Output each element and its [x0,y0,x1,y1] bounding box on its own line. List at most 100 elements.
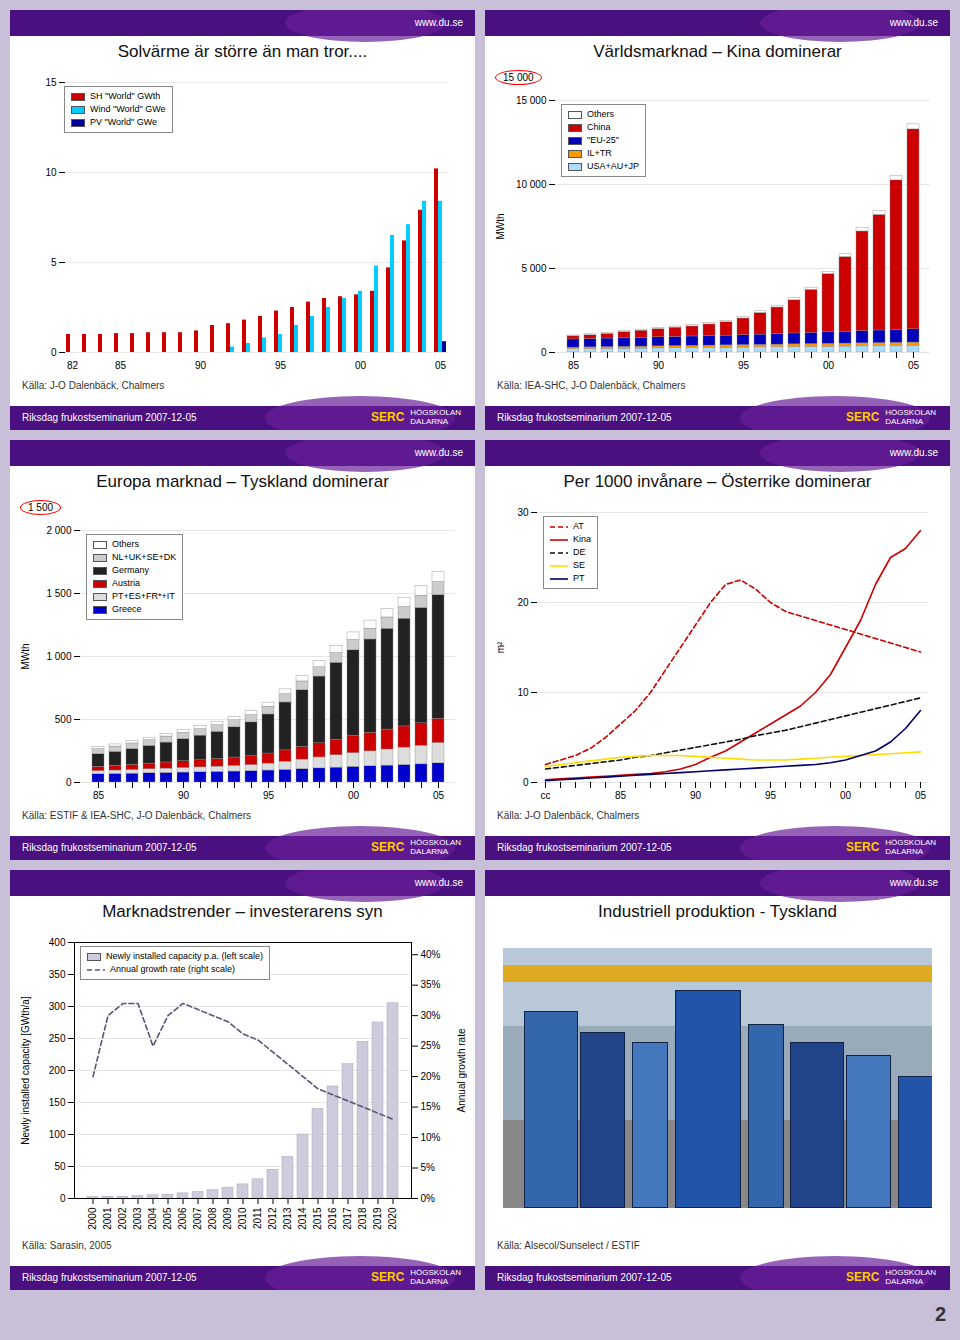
svg-text:Annual growth rate: Annual growth rate [456,1028,467,1112]
html-text:Riksdag frukostseminarium 2007: Riksdag frukostseminarium 2007-12-05 [22,412,197,423]
html-text:Solvärme är större än man tror: Solvärme är större än man tror.... [117,42,368,61]
svg-text:2002: 2002 [117,1207,128,1230]
svg-text:2010: 2010 [237,1207,248,1230]
html-text:2: 2 [934,1303,946,1325]
svg-text:1 000: 1 000 [46,651,71,662]
svg-text:85: 85 [93,790,105,801]
svg-text:cc: cc [541,790,551,801]
svg-text:95: 95 [738,360,750,371]
svg-text:30: 30 [517,507,529,518]
svg-text:90: 90 [653,360,665,371]
html-text:SERC: SERC [371,1270,405,1284]
svg-text:250: 250 [49,1033,66,1044]
svg-text:2006: 2006 [177,1207,188,1230]
html-text:SERC: SERC [371,410,405,424]
svg-text:2001: 2001 [102,1207,113,1230]
html-text:Per 1000 invånare – Österrike: Per 1000 invånare – Österrike dominerar [563,472,872,491]
svg-text:95: 95 [263,790,275,801]
svg-text:20%: 20% [421,1071,441,1082]
svg-text:5: 5 [51,257,57,268]
svg-text:82: 82 [67,360,79,371]
html-text:Världsmarknad – Kina dominerar: Världsmarknad – Kina dominerar [593,42,842,61]
svg-text:200: 200 [49,1065,66,1076]
svg-text:05: 05 [908,360,920,371]
html-text:www.du.se: www.du.se [889,17,938,28]
svg-text:10 000: 10 000 [516,179,547,190]
html-text:SERC: SERC [846,840,880,854]
html-text:www.du.se: www.du.se [414,17,463,28]
svg-text:2016: 2016 [327,1207,338,1230]
svg-text:95: 95 [275,360,287,371]
svg-text:00: 00 [823,360,835,371]
svg-text:2015: 2015 [312,1207,323,1230]
svg-text:15: 15 [45,77,57,88]
svg-text:150: 150 [49,1097,66,1108]
svg-text:Newly installed capacity [GWth: Newly installed capacity [GWth/a] [20,996,31,1145]
svg-text:25%: 25% [421,1040,441,1051]
svg-text:MWth: MWth [20,643,31,669]
svg-text:500: 500 [55,714,72,725]
svg-text:90: 90 [178,790,190,801]
svg-text:2017: 2017 [342,1207,353,1230]
svg-text:90: 90 [690,790,702,801]
svg-text:00: 00 [355,360,367,371]
svg-text:10: 10 [517,687,529,698]
svg-text:2011: 2011 [252,1207,263,1229]
svg-text:2 000: 2 000 [46,525,71,536]
svg-text:00: 00 [348,790,360,801]
svg-text:350: 350 [49,969,66,980]
svg-text:5%: 5% [421,1162,436,1173]
svg-text:35%: 35% [421,979,441,990]
svg-text:2020: 2020 [387,1207,398,1230]
svg-text:0: 0 [51,347,57,358]
html-text:SERC: SERC [846,410,880,424]
svg-text:1 500: 1 500 [46,588,71,599]
svg-text:MWth: MWth [495,213,506,239]
svg-text:300: 300 [49,1001,66,1012]
svg-text:0: 0 [523,777,529,788]
svg-text:40%: 40% [421,949,441,960]
svg-text:2012: 2012 [267,1207,278,1230]
svg-text:100: 100 [49,1129,66,1140]
html-text:Marknadstrender – investeraren: Marknadstrender – investerarens syn [102,902,383,921]
svg-text:2007: 2007 [192,1207,203,1230]
html-text:Industriell produktion - Tyskl: Industriell produktion - Tyskland [598,902,837,921]
svg-text:00: 00 [840,790,852,801]
html-text:Källa: J-O Dalenbäck, Chalmers: Källa: J-O Dalenbäck, Chalmers [22,380,165,391]
svg-text:m²: m² [495,641,506,653]
svg-text:2000: 2000 [87,1207,98,1230]
html-text:SERC: SERC [846,1270,880,1284]
svg-text:90: 90 [195,360,207,371]
svg-text:85: 85 [115,360,127,371]
html-text:SERC: SERC [371,840,405,854]
svg-text:2018: 2018 [357,1207,368,1230]
svg-text:2004: 2004 [147,1207,158,1230]
svg-text:2019: 2019 [372,1207,383,1230]
svg-text:0: 0 [66,777,72,788]
svg-text:05: 05 [435,360,447,371]
svg-text:0: 0 [541,347,547,358]
svg-text:2009: 2009 [222,1207,233,1230]
svg-text:20: 20 [517,597,529,608]
svg-text:15 000: 15 000 [516,95,547,106]
svg-text:05: 05 [915,790,927,801]
svg-text:85: 85 [568,360,580,371]
svg-text:15%: 15% [421,1101,441,1112]
svg-text:2014: 2014 [297,1207,308,1230]
svg-text:2003: 2003 [132,1207,143,1230]
svg-text:50: 50 [54,1161,66,1172]
svg-text:5 000: 5 000 [521,263,546,274]
html-text:Europa marknad – Tyskland domi: Europa marknad – Tyskland dominerar [96,472,389,491]
svg-text:85: 85 [615,790,627,801]
svg-text:0: 0 [60,1193,66,1204]
svg-text:30%: 30% [421,1010,441,1021]
svg-text:400: 400 [49,937,66,948]
svg-text:05: 05 [433,790,445,801]
svg-text:10: 10 [45,167,57,178]
svg-text:2005: 2005 [162,1207,173,1230]
svg-text:95: 95 [765,790,777,801]
svg-text:0%: 0% [421,1193,436,1204]
svg-text:2008: 2008 [207,1207,218,1230]
svg-text:10%: 10% [421,1132,441,1143]
svg-text:2013: 2013 [282,1207,293,1230]
